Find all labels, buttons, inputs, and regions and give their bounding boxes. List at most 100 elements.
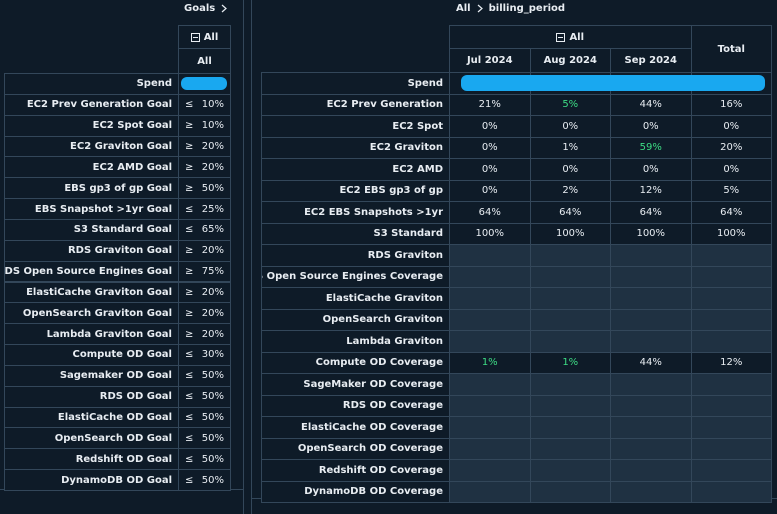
row-label: EC2 Spot Goal	[4, 114, 179, 137]
row-label: ElastiCache OD Goal	[4, 406, 179, 429]
value-cell: 100%	[610, 222, 692, 245]
row-label: DynamoDB OD Coverage	[261, 480, 450, 503]
total-cell-text: 16%	[720, 99, 743, 111]
goal-value: 30%	[201, 349, 224, 361]
value-cell: 1%	[449, 351, 531, 374]
value-cell	[610, 308, 692, 331]
row-label: RDS OD Coverage	[261, 394, 450, 417]
value-cell-text: 0%	[481, 185, 498, 197]
total-cell: 16%	[690, 93, 772, 116]
value-cell: 1%	[529, 136, 611, 159]
goal-value: 20%	[201, 286, 224, 298]
goal-value: 10%	[201, 120, 224, 132]
row-label: S3 Standard	[261, 222, 450, 245]
goal-value: 20%	[201, 140, 224, 152]
total-cell	[690, 265, 772, 288]
column-header[interactable]: Jul 2024	[449, 48, 531, 73]
value-cell-text: 1%	[562, 357, 579, 369]
row-label: Sagemaker OD Goal	[4, 364, 179, 387]
spend-bar	[461, 75, 765, 91]
right-breadcrumb[interactable]: All billing_period	[456, 1, 565, 15]
total-cell: 12%	[690, 351, 772, 374]
goal-operator: ≤	[185, 453, 194, 465]
row-label: Compute OD Coverage	[261, 351, 450, 374]
goal-cell: ≥20%	[178, 302, 231, 325]
value-cell: 100%	[449, 222, 531, 245]
value-cell	[449, 287, 531, 310]
total-cell	[690, 437, 772, 460]
value-cell	[529, 394, 611, 417]
total-cell: 64%	[690, 201, 772, 224]
goal-operator: ≥	[185, 266, 194, 278]
row-label-text: Redshift OD Goal	[75, 453, 172, 465]
column-header[interactable]: Sep 2024	[610, 48, 692, 73]
row-label-text: Spend	[407, 77, 443, 89]
value-cell	[529, 416, 611, 439]
total-cell-text: 0%	[723, 163, 740, 175]
column-group-header[interactable]: All	[449, 25, 692, 49]
collapse-icon[interactable]	[190, 32, 200, 42]
value-cell-text: 5%	[562, 99, 579, 111]
row-label: EC2 Spot	[261, 115, 450, 138]
breadcrumb-text[interactable]: billing_period	[488, 2, 566, 14]
row-label: EC2 Graviton Goal	[4, 135, 179, 158]
value-cell	[449, 480, 531, 503]
row-label: OpenSearch OD Goal	[4, 427, 179, 450]
goal-cell: ≥20%	[178, 323, 231, 346]
value-cell: 64%	[610, 201, 692, 224]
total-cell	[690, 394, 772, 417]
value-cell-text: 0%	[481, 120, 498, 132]
row-label: RDS Graviton Goal	[4, 239, 179, 262]
value-cell	[529, 373, 611, 396]
row-label-text: EC2 EBS Snapshots >1yr	[304, 206, 443, 218]
row-label: DynamoDB OD Goal	[4, 469, 179, 491]
row-label: EBS gp3 of gp Goal	[4, 177, 179, 200]
value-cell	[529, 244, 611, 267]
goal-value: 20%	[201, 328, 224, 340]
collapse-icon[interactable]	[556, 32, 566, 42]
column-group-header[interactable]: All	[178, 25, 231, 49]
value-cell	[449, 416, 531, 439]
value-cell: 44%	[610, 93, 692, 116]
row-label-text: OpenSearch Graviton Goal	[22, 307, 172, 319]
row-label: OpenSearch OD Coverage	[261, 437, 450, 460]
column-header[interactable]: All	[178, 48, 231, 74]
total-cell-text: 12%	[720, 357, 743, 369]
value-cell	[449, 308, 531, 331]
goal-cell: ≤30%	[178, 344, 231, 366]
total-cell-text: 20%	[720, 142, 743, 154]
row-label-text: Compute OD Goal	[72, 349, 173, 361]
total-cell	[690, 308, 772, 331]
row-label-text: RDS OD Coverage	[342, 400, 443, 412]
total-cell: 0%	[690, 115, 772, 138]
value-cell-text: 0%	[562, 120, 579, 132]
goal-cell: ≥20%	[178, 281, 231, 304]
value-cell	[610, 437, 692, 460]
row-label: Lambda Graviton	[261, 330, 450, 353]
goal-operator: ≤	[185, 370, 194, 382]
row-label-text: EC2 EBS gp3 of gp	[339, 185, 443, 197]
total-header[interactable]: Total	[690, 25, 772, 73]
value-cell	[449, 265, 531, 288]
goal-value: 20%	[201, 245, 224, 257]
value-cell: 64%	[449, 201, 531, 224]
row-label-text: RDS Open Source Engines Goal	[4, 266, 172, 278]
value-cell-text: 64%	[478, 206, 501, 218]
breadcrumb-text[interactable]: Goals	[184, 2, 216, 14]
row-label-text: ElastiCache Graviton	[325, 292, 443, 304]
goal-operator: ≤	[185, 432, 194, 444]
row-label-text: EC2 AMD Goal	[92, 161, 172, 173]
value-cell: 0%	[449, 158, 531, 181]
left-breadcrumb[interactable]: Goals	[184, 1, 228, 15]
value-cell	[610, 265, 692, 288]
breadcrumb-text[interactable]: All	[456, 2, 471, 14]
value-cell	[610, 394, 692, 417]
column-header[interactable]: Aug 2024	[529, 48, 611, 73]
goal-operator: ≤	[185, 391, 194, 403]
row-label: OpenSearch Graviton	[261, 308, 450, 331]
row-label-text: ElastiCache Graviton Goal	[26, 286, 172, 298]
goal-operator: ≤	[185, 349, 194, 361]
column-header-text: Jul 2024	[466, 55, 513, 66]
row-label-text: EC2 Prev Generation Goal	[26, 99, 172, 111]
